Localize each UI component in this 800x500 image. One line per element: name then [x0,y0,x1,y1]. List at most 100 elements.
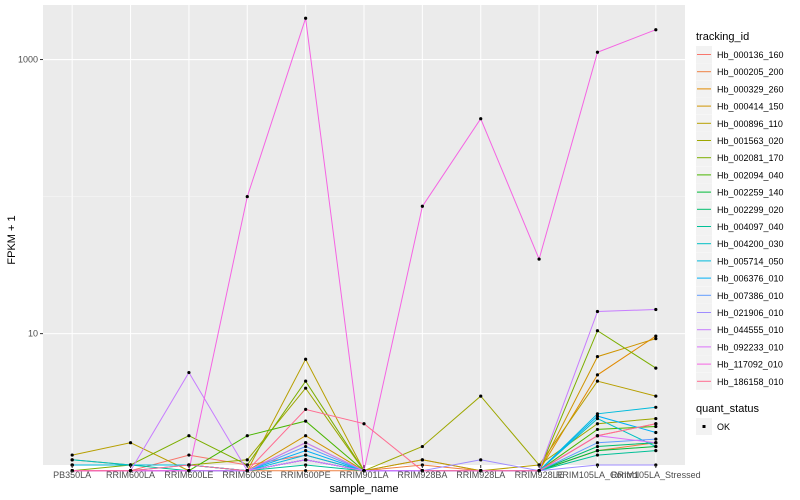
legend-item: Hb_000329_260 [696,80,784,98]
data-point [304,357,308,361]
data-point [304,441,308,445]
data-point [595,373,600,377]
data-point [187,370,191,375]
data-point [304,386,308,390]
data-point [304,469,308,473]
data-point [420,469,424,473]
y-axis-title: FPKM + 1 [6,215,18,264]
data-point [595,434,600,438]
data-point [654,405,658,409]
data-point [595,444,600,449]
x-tick-label: PB350LA [53,470,91,480]
data-point [654,422,658,426]
legend-item: Hb_002081_170 [696,149,784,167]
grid [43,5,685,465]
data-point [479,117,483,121]
x-tick-label: RRIM928BA [397,470,447,480]
data-point [304,458,308,462]
data-point [654,416,658,421]
data-point [304,419,308,423]
data-point [70,453,74,457]
x-tick-label: RRIM928LE [515,470,564,480]
legend2-title: quant_status [696,403,759,415]
data-point [595,416,600,421]
data-point [128,441,133,445]
legend2-item: OK [696,418,730,435]
data-point [595,449,600,453]
x-tick-label: RRIM105LA_Control [556,470,639,480]
data-point [654,336,658,341]
legend-label: Hb_000414_150 [717,102,784,112]
data-point [654,334,658,338]
legend-item: Hb_092233_010 [696,338,784,356]
data-point [420,204,424,208]
legend-label: Hb_002299_020 [717,205,784,215]
data-point [187,434,191,438]
data-point [304,434,308,438]
legend-item: Hb_007386_010 [696,286,784,304]
legend-label: Hb_002094_040 [717,170,784,180]
legend-item: Hb_005714_050 [696,252,784,270]
legend-item: Hb_000136_160 [696,46,784,63]
x-tick-label: RRIM600LA [106,470,155,480]
legend-label: Hb_004200_030 [717,239,784,249]
data-point [245,194,249,199]
legend-item: Hb_044555_010 [696,321,784,339]
data-point [654,437,658,441]
x-tick-label: RRIM600SE [222,470,272,480]
data-point [654,28,658,32]
data-point [595,414,600,418]
data-point [245,469,249,473]
x-tick-label: RRIM105LA_Stressed [611,470,701,480]
legend-label: Hb_007386_010 [717,291,784,301]
data-point [654,449,658,453]
legend-label: Hb_186158_010 [717,377,784,387]
x-axis: PB350LA RRIM600LA RRIM600LE RRIM600SE RRIM60… [53,465,701,480]
legend-item: Hb_021906_010 [696,304,784,321]
legend-label: Hb_092233_010 [717,342,784,352]
legend-label: Hb_004097_040 [717,222,784,232]
data-point [304,444,308,449]
legend-item: Hb_000414_150 [696,97,784,115]
legend2-label: OK [717,422,730,432]
legend-label: Hb_117092_010 [717,360,783,370]
data-point [595,412,600,416]
data-point [654,394,658,398]
legend-title: tracking_id [696,31,749,43]
data-point [304,379,308,383]
data-point [537,257,541,261]
data-point [654,424,658,429]
legend-item: Hb_000896_110 [696,114,783,132]
data-point [245,434,249,438]
legend-label: Hb_001563_020 [717,136,784,146]
data-point [70,469,74,473]
legend-item: Hb_004097_040 [696,218,784,235]
legend-item: Hb_002259_140 [696,183,784,201]
legend-label: Hb_006376_010 [717,274,784,284]
legend-item: Hb_117092_010 [696,355,783,373]
data-point [595,50,600,54]
y-tick-label: 1000 [18,55,38,65]
legend-item: Hb_006376_010 [696,269,784,287]
x-axis-title: sample_name [329,483,398,495]
legend-label: Hb_000329_260 [717,84,784,94]
legend-label: Hb_021906_010 [717,308,784,318]
legend2-swatch [702,425,706,428]
data-point [595,453,600,457]
data-point [595,309,600,314]
x-tick-label: RRIM600LE [164,470,213,480]
data-point [595,354,600,359]
legend-label: Hb_000896_110 [717,119,783,129]
legend-item: Hb_002299_020 [696,200,784,218]
data-point [479,469,483,473]
legend-item: Hb_004200_030 [696,235,784,253]
data-point [595,441,600,445]
data-point [70,458,74,462]
data-point [362,469,366,473]
legend-item: Hb_001563_020 [696,132,784,149]
legend-label: Hb_002081_170 [717,153,784,163]
data-point [304,407,308,411]
legend: tracking_id Hb_000136_160 Hb_000205_200 Hb_… [696,31,784,435]
legend-item: Hb_000205_200 [696,63,784,81]
